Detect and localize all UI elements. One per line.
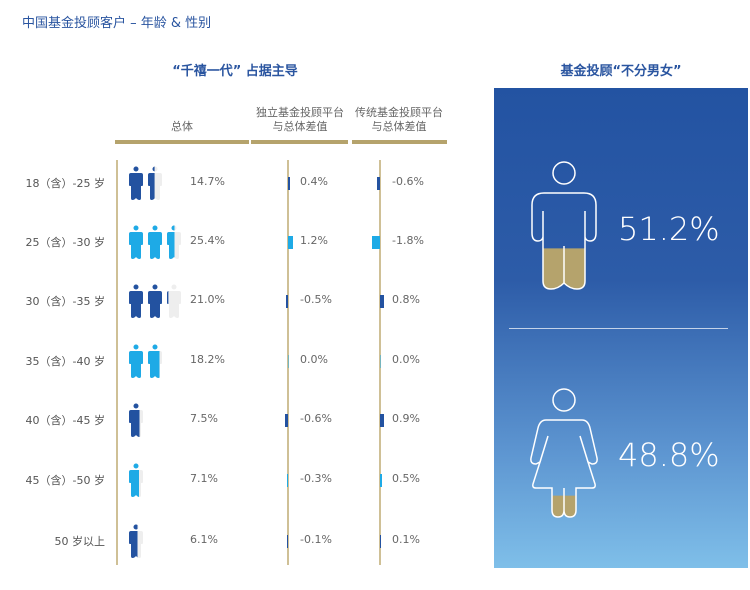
male-percentage: 51.2% [618, 210, 720, 248]
age-label: 45（含）-50 岁 [25, 474, 105, 487]
age-label: 18（含）-25 岁 [25, 177, 105, 190]
age-label: 25（含）-30 岁 [25, 236, 105, 249]
traditional-diff-value: 0.0% [392, 353, 420, 366]
age-label: 50 岁以上 [54, 535, 106, 548]
total-value: 7.5% [190, 412, 218, 425]
person-icon [129, 344, 143, 378]
traditional-diff-bar [380, 414, 385, 427]
total-value: 14.7% [190, 175, 225, 188]
independent-diff-value: -0.6% [300, 412, 332, 425]
total-value: 21.0% [190, 293, 225, 306]
traditional-diff-value: -0.6% [392, 175, 424, 188]
gender-section-title: 基金投顾“不分男女” [560, 64, 682, 79]
person-icon [148, 225, 162, 259]
female-percentage: 48.8% [618, 436, 720, 474]
column-divider [116, 160, 118, 565]
traditional-diff-bar [380, 535, 381, 548]
header-underline [352, 140, 447, 144]
person-icon [129, 403, 143, 437]
header-underline [115, 140, 249, 144]
traditional-diff-value: 0.1% [392, 533, 420, 546]
independent-diff-value: 0.0% [300, 353, 328, 366]
total-value: 6.1% [190, 533, 218, 546]
person-icon [129, 463, 143, 497]
person-icon [129, 225, 143, 259]
independent-diff-bar [287, 535, 288, 548]
person-icon [167, 284, 181, 318]
traditional-diff-bar [377, 177, 380, 190]
age-section-title: “千禧一代” 占据主导 [172, 64, 298, 79]
header-underline [251, 140, 348, 144]
gender-divider [509, 328, 728, 329]
person-icon [148, 166, 162, 200]
person-icon [129, 284, 143, 318]
person-icon [148, 344, 162, 378]
person-icon [129, 524, 143, 558]
independent-diff-value: -0.5% [300, 293, 332, 306]
person-icon [167, 225, 181, 259]
female-icon [530, 388, 598, 518]
independent-diff-bar [285, 414, 288, 427]
independent-diff-value: 0.4% [300, 175, 328, 188]
traditional-diff-value: 0.8% [392, 293, 420, 306]
traditional-diff-bar [380, 474, 383, 487]
traditional-diff-value: -1.8% [392, 234, 424, 247]
traditional-diff-bar [380, 355, 381, 368]
independent-diff-bar [288, 355, 289, 368]
page-title: 中国基金投顾客户 – 年龄 & 性别 [22, 16, 212, 31]
traditional-diff-bar [380, 295, 384, 308]
traditional-diff-value: 0.5% [392, 472, 420, 485]
person-icon [148, 284, 162, 318]
age-label: 30（含）-35 岁 [25, 295, 105, 308]
independent-diff-value: -0.3% [300, 472, 332, 485]
col-header-traditional: 传统基金投顾平台 与总体差值 [355, 106, 443, 133]
gender-panel: 51.2% 48.8% [494, 88, 748, 568]
traditional-diff-bar [371, 236, 380, 249]
age-label: 35（含）-40 岁 [25, 355, 105, 368]
person-icon [129, 166, 143, 200]
traditional-diff-value: 0.9% [392, 412, 420, 425]
total-value: 25.4% [190, 234, 225, 247]
independent-diff-bar [288, 236, 294, 249]
independent-diff-bar [286, 474, 288, 487]
age-label: 40（含）-45 岁 [25, 414, 105, 427]
total-value: 18.2% [190, 353, 225, 366]
independent-diff-bar [285, 295, 288, 308]
male-icon [531, 161, 597, 290]
independent-diff-value: -0.1% [300, 533, 332, 546]
total-value: 7.1% [190, 472, 218, 485]
independent-diff-value: 1.2% [300, 234, 328, 247]
col-header-independent: 独立基金投顾平台 与总体差值 [256, 106, 344, 133]
col-header-total: 总体 [171, 120, 193, 133]
independent-diff-bar [288, 177, 290, 190]
